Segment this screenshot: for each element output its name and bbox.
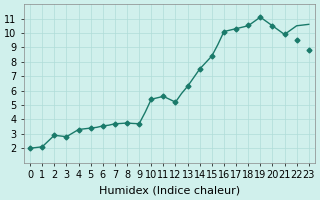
X-axis label: Humidex (Indice chaleur): Humidex (Indice chaleur): [99, 186, 240, 196]
